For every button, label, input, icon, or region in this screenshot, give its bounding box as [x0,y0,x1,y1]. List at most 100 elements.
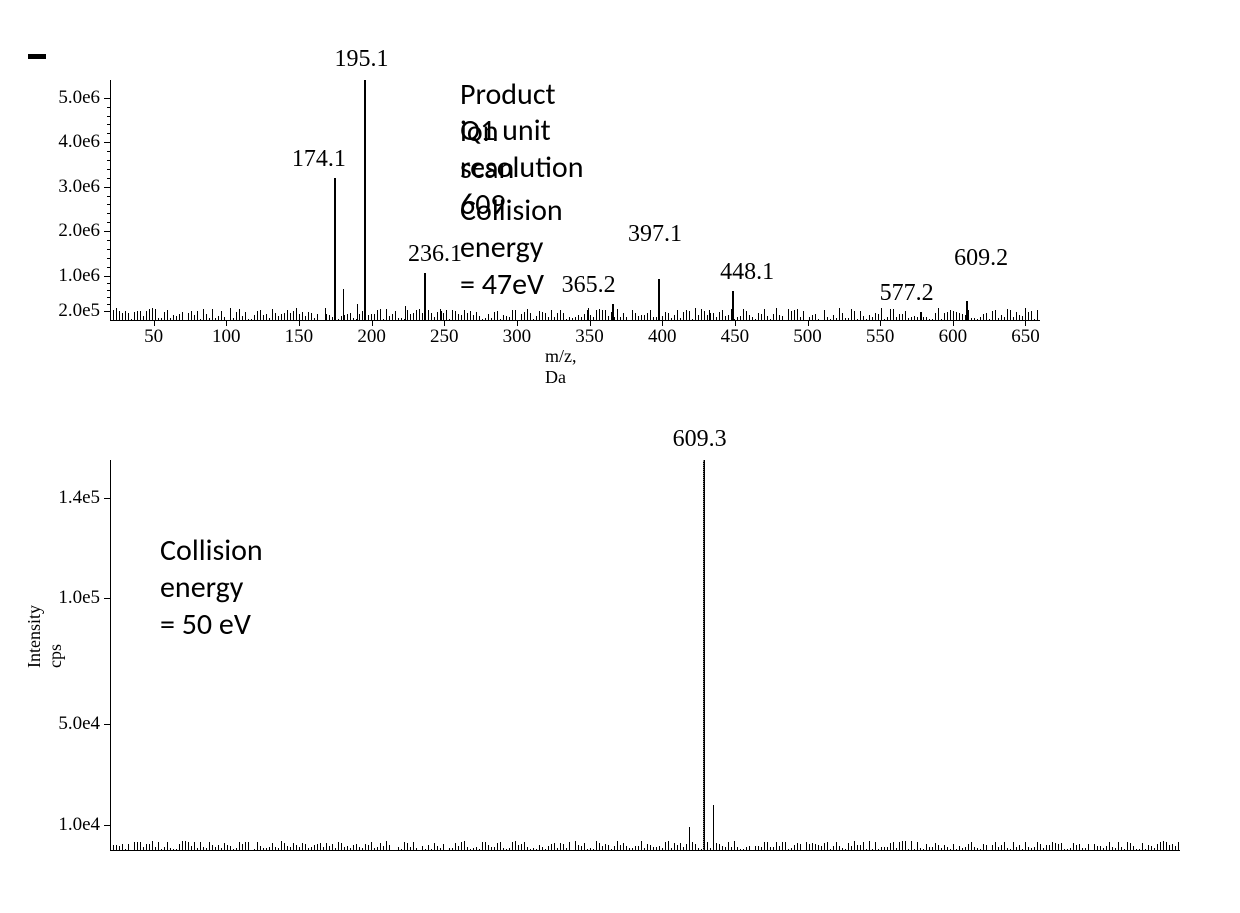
noise-spike [1067,849,1068,850]
noise-spike [290,313,291,320]
noise-spike [323,847,324,850]
noise-spike [686,310,687,320]
noise-spike [557,848,558,850]
noise-spike [461,315,462,320]
noise-spike [500,319,501,320]
noise-spike [893,309,894,320]
noise-spike [1058,844,1059,850]
noise-spike [692,319,693,320]
noise-spike [431,849,432,850]
noise-spike [287,846,288,850]
noise-spike [311,847,312,850]
y-tick [104,187,110,188]
noise-spike [1151,846,1152,850]
noise-spike [740,849,741,850]
noise-spike [1097,846,1098,850]
noise-spike [302,312,303,320]
noise-spike [779,315,780,320]
noise-spike [602,310,603,320]
noise-spike [521,844,522,850]
noise-spike [926,844,927,850]
noise-spike [575,841,576,850]
noise-spike [314,845,315,850]
noise-spike [845,318,846,320]
noise-spike [545,849,546,850]
noise-spike [428,310,429,320]
noise-spike [887,847,888,850]
noise-spike [647,844,648,850]
noise-spike [1025,308,1026,320]
noise-spike [530,849,531,850]
noise-spike [407,843,408,850]
y-minor-tick [107,297,110,298]
noise-spike [335,848,336,850]
noise-spike [719,844,720,850]
noise-spike [242,316,243,320]
noise-spike [863,316,864,320]
noise-spike [332,317,333,320]
noise-spike [851,846,852,850]
noise-spike [395,311,396,320]
noise-spike [1049,845,1050,850]
noise-spike [1001,845,1002,850]
noise-spike [683,312,684,320]
noise-spike [806,842,807,850]
noise-spike [1169,845,1170,850]
noise-spike [461,842,462,850]
noise-spike [230,846,231,850]
noise-spike [164,312,165,320]
y-axis [110,80,111,320]
noise-spike [698,315,699,320]
noise-spike [1016,312,1017,320]
y-minor-tick [107,124,110,125]
annotation-text: Collision energy = 47eV [460,192,563,303]
noise-spike [749,846,750,850]
noise-spike [725,316,726,320]
noise-spike [863,842,864,850]
noise-spike [881,308,882,320]
noise-spike [560,843,561,850]
y-minor-tick [107,116,110,117]
noise-spike [122,844,123,850]
noise-spike [155,309,156,320]
y-minor-tick [107,133,110,134]
noise-spike [170,848,171,850]
noise-spike [113,310,114,320]
noise-spike [953,844,954,850]
noise-spike [896,317,897,320]
noise-spike [1040,844,1041,850]
noise-spike [815,844,816,850]
noise-spike [551,844,552,850]
y-tick [104,825,110,826]
noise-spike [377,847,378,850]
noise-spike [698,848,699,850]
noise-spike [905,311,906,320]
y-tick-label: 1.0e6 [40,265,100,287]
noise-spike [485,318,486,320]
noise-spike [551,310,552,320]
noise-spike [539,311,540,320]
noise-spike [971,318,972,320]
noise-spike [848,318,849,320]
noise-spike [674,315,675,320]
noise-spike [635,313,636,320]
y-minor-tick [107,290,110,291]
noise-spike [233,318,234,320]
noise-spike [662,316,663,320]
noise-spike [119,846,120,850]
noise-spike [320,843,321,850]
noise-spike [473,848,474,850]
noise-spike [899,314,900,320]
noise-spike [827,842,828,850]
noise-spike [1160,842,1161,850]
noise-spike [713,848,714,850]
noise-spike [368,845,369,850]
noise-spike [128,844,129,850]
noise-spike [212,845,213,850]
noise-spike [503,848,504,850]
noise-spike [1130,843,1131,850]
noise-spike [491,318,492,320]
noise-spike [167,310,168,320]
noise-spike [869,315,870,320]
noise-spike [791,311,792,320]
